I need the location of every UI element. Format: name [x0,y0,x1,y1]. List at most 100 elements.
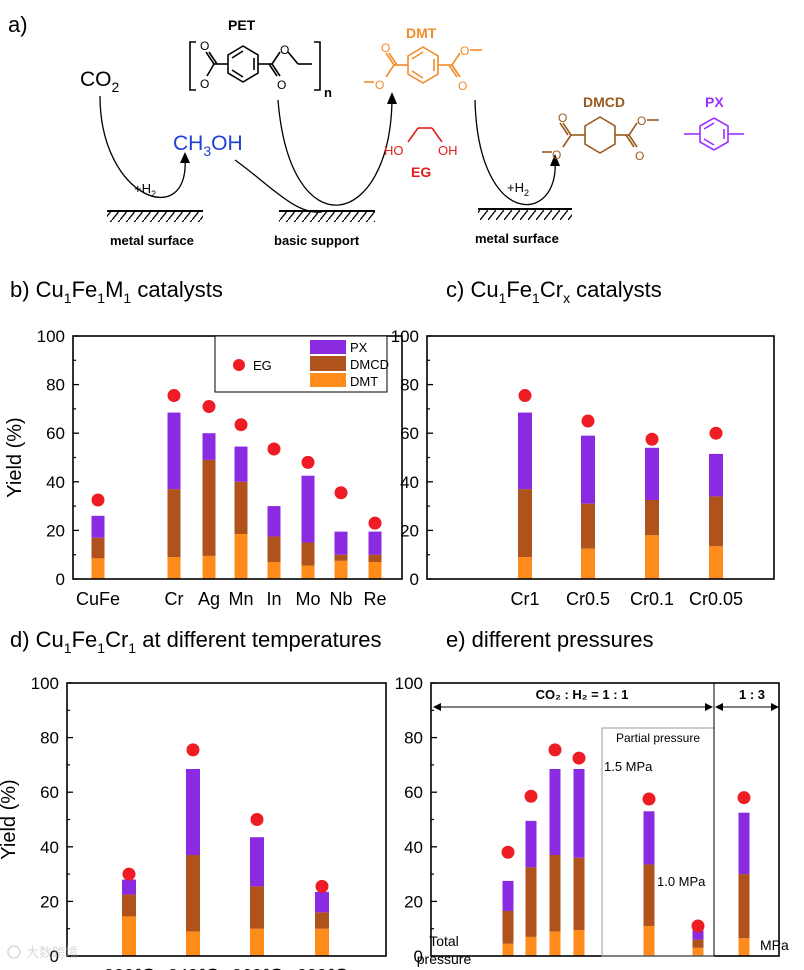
bar-px-7 [368,531,382,555]
bar-dmcd-1 [186,854,200,932]
eg-point-7 [368,516,382,530]
y-tick-label-5: 100 [395,674,423,693]
bar-dmcd-7 [368,554,382,562]
bar-dmt-5 [692,947,704,956]
eg-point-6 [737,791,751,805]
y-tick-label-2: 40 [404,838,423,857]
dmt-atom-o3: O [458,79,467,93]
left-reaction-curve [99,95,186,198]
h2-left-label: +H2 [134,181,156,199]
bar-px-2 [202,433,216,460]
bar-dmt-1 [167,557,181,579]
chart-b: CuFe Cr Ag Mn In Mo Nb Re 0 20 40 60 80 100 Yield (%) [4,327,403,609]
bar-dmcd-2 [202,459,216,556]
x-tick-label-0: Cr1 [510,589,539,609]
bar-px-5 [692,930,704,940]
pet-n-label: n [324,85,332,100]
bar-dmt-1 [186,931,200,956]
right-arrow-head [550,154,560,166]
x-caption-pressure: pressure [417,951,472,967]
y-tick-label-3: 60 [46,424,65,443]
bar-px-3 [234,446,248,482]
eg-point-1 [167,389,181,403]
x-tick-label-5: Mo [295,589,320,609]
eg-structure [407,127,443,143]
eg-point-0 [501,845,515,859]
x-tick-label-2: Cr0.1 [630,589,674,609]
x-unit-mpa: MPa [760,937,789,953]
bar-dmcd-6 [738,874,750,939]
bar-px-0 [502,880,514,911]
ratio-right-label: 1 : 3 [739,687,765,702]
bar-dmcd-2 [645,500,659,536]
y-tick-label-2: 40 [46,473,65,492]
ratio-right-arrow-head-r [771,703,779,711]
watermark-text: 大数跨境 [26,945,78,960]
chart-c: Cr1 Cr0.5 Cr0.1 Cr0.05 0 20 40 60 80 100 [391,327,775,609]
svg-text:metal surface: metal surface [475,231,559,246]
ratio-left-arrow-head-l [433,703,441,711]
x-tick-label-0: CuFe [76,589,120,609]
pet-structure [189,41,321,91]
co2-label: CO2 [80,68,120,95]
bar-dmcd-4 [643,864,655,926]
bar-dmt-7 [368,561,382,579]
eg-point-2 [250,813,264,826]
x-tick-label-3: Cr0.05 [689,589,743,609]
y-tick-label-0: 0 [50,947,59,966]
pet-label: PET [228,17,256,33]
legend-px-label: PX [350,340,368,355]
y-tick-label-0: 0 [414,947,423,966]
x-tick-label-2: 260℃ [232,966,282,970]
panel-a-label: a) [8,12,28,37]
y-tick-label-5: 100 [391,327,419,346]
dmcd-atom-o1: O [558,111,567,125]
chart-d: 220℃ 240℃ 260℃ 280℃ 0 20 40 60 80 100 Yield (%) [0,674,387,970]
y-tick-label-1: 20 [46,521,65,540]
x-tick-label-2: Ag [198,589,220,609]
panel-b-title: b) Cu1Fe1M1 catalysts [10,277,223,306]
plot-frame [430,682,780,957]
bar-px-0 [91,515,105,538]
eg-point-3 [315,879,329,893]
y-tick-label-4: 80 [40,729,59,748]
svg-text:metal surface: metal surface [110,233,194,248]
bar-dmcd-2 [549,854,561,932]
eg-point-4 [267,442,281,456]
right-reaction-curve [474,99,556,206]
bar-dmt-1 [581,548,595,579]
pet-atom-o4: O [280,43,289,57]
bar-dmt-3 [573,930,585,956]
bar-dmt-0 [122,916,136,956]
bar-px-1 [525,820,537,868]
x-caption-total: Total [429,933,459,949]
basic-support-surface: basic support [274,210,375,248]
eg-point-3 [572,751,586,765]
right-metal-surface: metal surface [475,208,572,246]
bar-px-3 [315,891,329,913]
bar-px-5 [301,475,315,543]
watermark-logo [7,945,21,959]
eg-point-0 [122,867,136,881]
bar-dmcd-3 [315,912,329,929]
bar-dmt-3 [315,928,329,956]
y-tick-label-1: 20 [404,892,423,911]
bar-dmt-2 [645,535,659,579]
eg-point-1 [581,414,595,428]
x-tick-label-0: 220℃ [104,966,154,970]
x-tick-label-3: Mn [228,589,253,609]
bar-dmt-3 [709,546,723,579]
bar-px-3 [709,453,723,497]
eg-point-4 [642,792,656,806]
dmt-atom-o2: O [375,78,384,92]
bar-dmt-2 [549,931,561,956]
x-tick-label-3: 280℃ [297,966,347,970]
bar-dmt-1 [525,936,537,956]
bar-px-1 [167,412,181,490]
ratio-left-arrow-head-r [705,703,713,711]
px-structure [684,117,744,151]
y-tick-label-2: 40 [400,473,419,492]
eg-label: EG [411,164,431,180]
eg-point-2 [202,399,216,413]
eg-atom-ho: HO [384,143,404,158]
